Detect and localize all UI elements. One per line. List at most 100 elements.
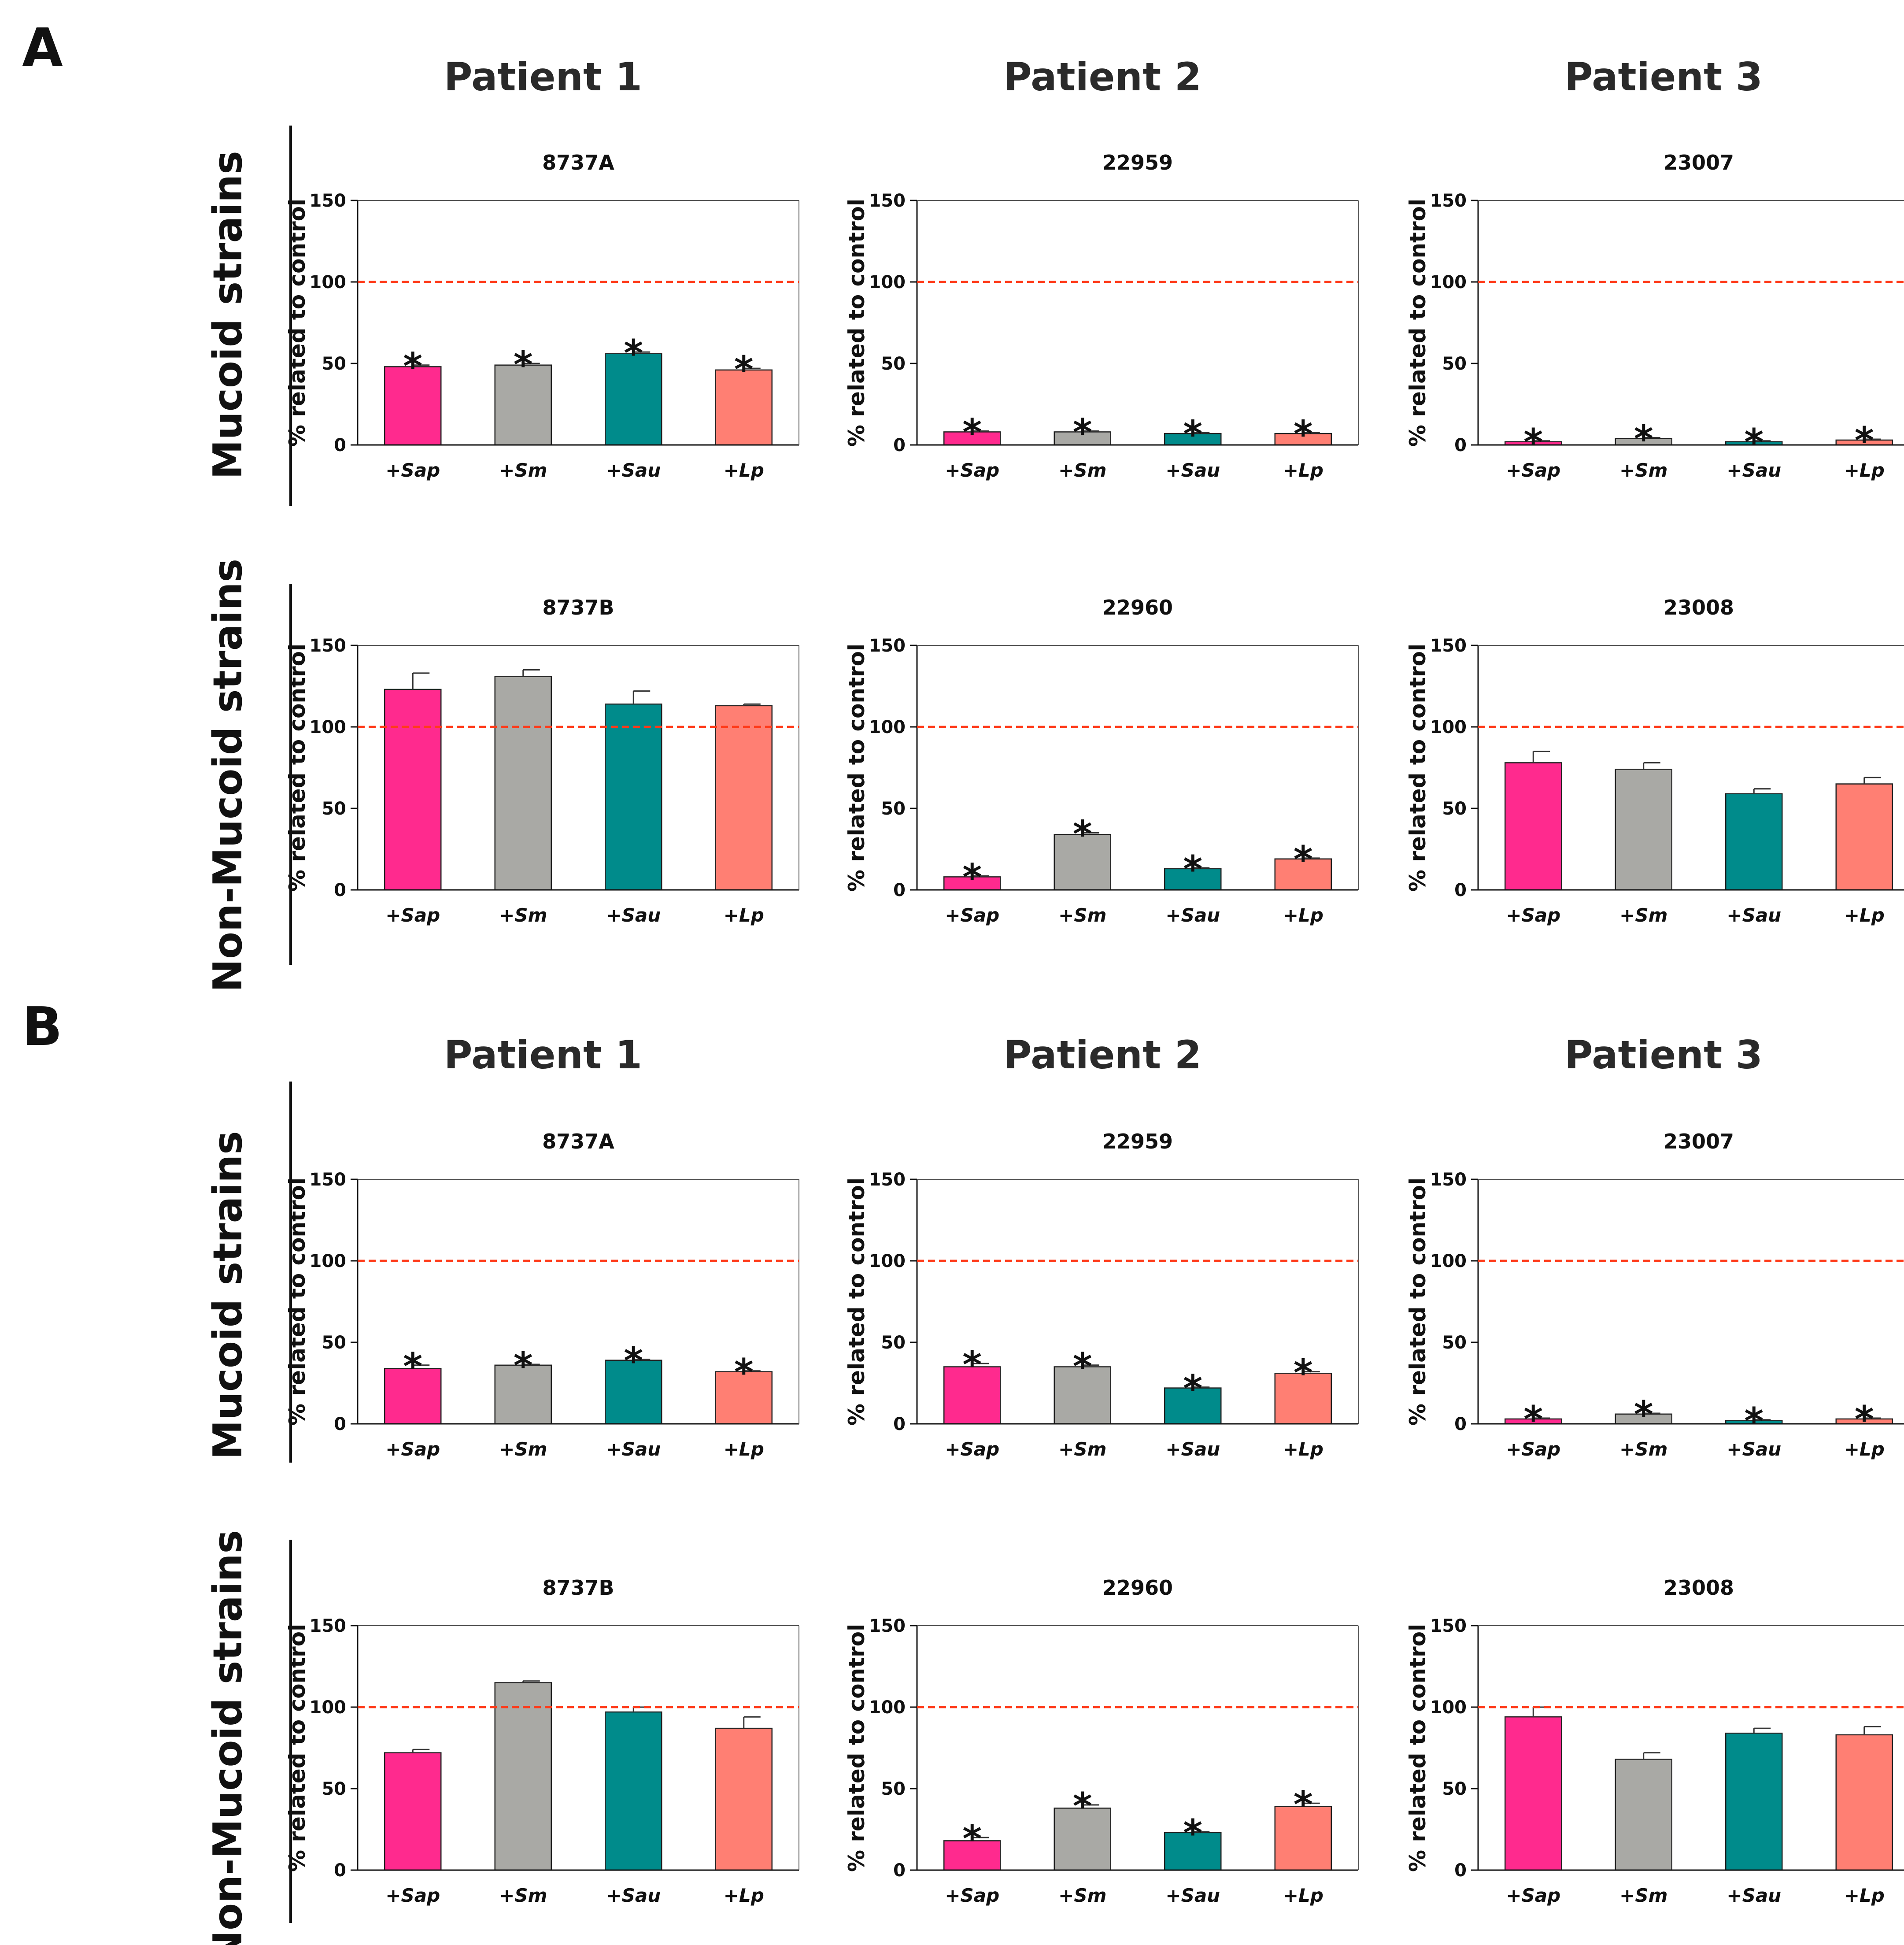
x-tick-label: +Sm — [1058, 1885, 1106, 1906]
x-tick-label: +Sap — [385, 459, 440, 481]
x-tick-label: +Sm — [1619, 459, 1667, 481]
x-tick-label: +Sm — [1058, 1438, 1106, 1460]
y-axis-label-text: % related to control — [1405, 1178, 1431, 1426]
chart-title: 23008 — [1664, 1576, 1734, 1600]
bar-sau — [1725, 793, 1783, 891]
bar-sm — [494, 1682, 552, 1871]
x-tick-label: +Sap — [945, 1885, 999, 1906]
significance-star: * — [1183, 848, 1202, 891]
y-axis-label-text: % related to control — [844, 644, 869, 892]
x-tick-label: +Sau — [606, 904, 661, 926]
bar-lp — [1835, 1734, 1893, 1871]
bar-sm — [494, 364, 552, 446]
chart-B-mucoid-p1: 8737A % related to control * +Sap * +Sm * +Sau *… — [285, 1130, 799, 1460]
y-tick-label: 50 — [322, 354, 346, 374]
chart-A-mucoid-p3: 23007% related to control *+Sap*+Sm*+Sau*… — [1405, 151, 1904, 481]
y-tick-label: 50 — [322, 1333, 346, 1353]
x-tick-label: +Lp — [724, 1885, 764, 1906]
y-tick-label: 100 — [1430, 1697, 1467, 1718]
bar-sau — [1164, 1387, 1222, 1425]
y-axis-label-text: % related to control — [1405, 1624, 1431, 1872]
bar-sau — [605, 353, 662, 446]
bar-sm — [1615, 1759, 1672, 1871]
y-axis-label: % related to control — [1405, 1178, 1431, 1426]
chart-B-mucoid-p3: 23007% related to control *+Sap*+Sm*+Sau*… — [1405, 1130, 1904, 1460]
x-tick-label: +Sau — [606, 459, 661, 481]
x-tick-label: +Lp — [1283, 904, 1324, 926]
patient-header-patient-3: Patient 3 — [1564, 1032, 1763, 1078]
x-tick-label: +Sm — [1058, 459, 1106, 481]
x-tick-label: +Lp — [724, 904, 764, 926]
bar-sap — [384, 1367, 442, 1425]
x-tick-label: +Sap — [945, 459, 999, 481]
y-tick-label: 100 — [869, 272, 906, 293]
bar-sap — [943, 431, 1001, 446]
significance-star: * — [624, 332, 643, 375]
row-label-non-mucoid-strains: Non-Mucoid strains — [205, 1530, 251, 1945]
chart-title: 22960 — [1102, 596, 1173, 619]
x-tick-label: +Sap — [1506, 1885, 1560, 1906]
significance-star: * — [624, 1339, 643, 1382]
row-label-text: Mucoid strains — [205, 151, 251, 479]
x-tick-label: +Lp — [724, 1438, 764, 1460]
significance-star: * — [514, 1344, 533, 1387]
y-axis-label: % related to control — [285, 199, 310, 447]
bar-lp — [715, 1727, 773, 1871]
significance-star: * — [1523, 1398, 1543, 1441]
y-tick-label: 150 — [1430, 1170, 1467, 1190]
x-tick-label: +Sau — [1165, 1885, 1220, 1906]
x-tick-label: +Sau — [606, 1885, 661, 1906]
bar-lp — [1835, 783, 1893, 891]
x-tick-label: +Sap — [385, 1885, 440, 1906]
x-tick-label: +Sau — [606, 1438, 661, 1460]
chart-A-mucoid-p2: 22959 % related to control * +Sap * +Sm * +Sau *… — [844, 151, 1359, 481]
bar-sau — [605, 703, 662, 891]
y-axis-label: % related to control — [1405, 199, 1431, 447]
x-tick-label: +Sau — [1727, 459, 1781, 481]
bar-sap — [1505, 1716, 1562, 1871]
row-label-text: Non-Mucoid strains — [205, 1530, 251, 1945]
y-tick-label: 50 — [881, 1333, 906, 1353]
row-label-non-mucoid-strains: Non-Mucoid strains — [205, 559, 251, 992]
row-label-text: Non-Mucoid strains — [205, 559, 251, 992]
significance-star: * — [962, 411, 982, 454]
x-tick-label: +Sap — [945, 1438, 999, 1460]
significance-star: * — [734, 1351, 754, 1394]
x-tick-label: +Sap — [1506, 1438, 1560, 1460]
y-tick-label: 50 — [881, 1779, 906, 1799]
y-tick-label: 50 — [1442, 799, 1467, 819]
chart-B-nonmucoid-p1: 8737B % related to control +Sap +Sm +Sau +Lp 0… — [285, 1576, 799, 1906]
bar-lp — [1274, 858, 1332, 891]
x-tick-label: +Lp — [1844, 904, 1885, 926]
chart-A-nonmucoid-p3: 23008 % related to control +Sap +Sm +Sau +Lp 0… — [1405, 596, 1904, 926]
significance-star: * — [1294, 838, 1313, 881]
y-axis-label-text: % related to control — [844, 199, 869, 447]
y-tick-label: 150 — [310, 1616, 347, 1636]
y-tick-label: 0 — [893, 1414, 906, 1434]
significance-star: * — [962, 1817, 982, 1860]
bar-sap — [384, 689, 442, 891]
y-tick-label: 50 — [881, 354, 906, 374]
x-tick-label: +Sau — [1727, 1438, 1781, 1460]
chart-title: 23007 — [1664, 1130, 1734, 1153]
bar-sap — [943, 1366, 1001, 1425]
chart-A-nonmucoid-p1: 8737B % related to control +Sap +Sm +Sau +Lp 0… — [285, 596, 799, 926]
y-tick-label: 150 — [1430, 1616, 1467, 1636]
panel-label-b: B — [22, 997, 62, 1058]
y-tick-label: 50 — [1442, 1779, 1467, 1799]
significance-star: * — [962, 1343, 982, 1386]
patient-header-patient-3: Patient 3 — [1564, 54, 1763, 100]
y-tick-label: 150 — [310, 636, 347, 656]
chart-title: 22959 — [1102, 1130, 1173, 1153]
y-tick-label: 100 — [310, 1251, 347, 1271]
significance-star: * — [1634, 1393, 1653, 1436]
chart-title: 23008 — [1664, 596, 1734, 619]
chart-title: 23007 — [1664, 151, 1734, 174]
significance-star: * — [1855, 1398, 1874, 1441]
x-tick-label: +Sm — [1058, 904, 1106, 926]
x-tick-label: +Sm — [499, 1885, 547, 1906]
chart-title: 8737A — [542, 151, 614, 174]
x-tick-label: +Sap — [945, 904, 999, 926]
x-tick-label: +Sm — [1619, 904, 1667, 926]
